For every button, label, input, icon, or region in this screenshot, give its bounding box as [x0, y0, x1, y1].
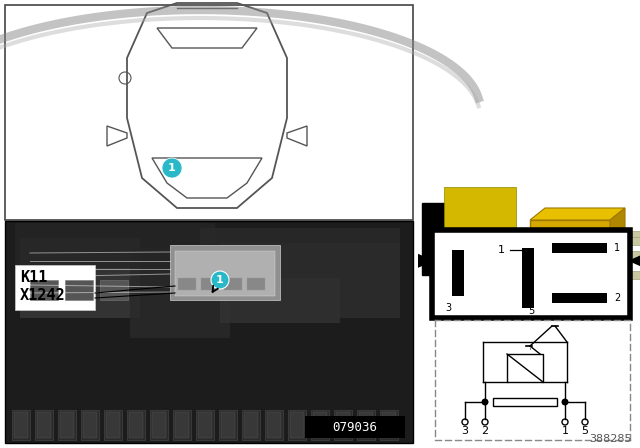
- Bar: [432, 230, 630, 318]
- Bar: [624, 231, 640, 239]
- Bar: [200, 228, 400, 278]
- Bar: [380, 410, 398, 440]
- Bar: [313, 412, 327, 438]
- Circle shape: [211, 271, 229, 289]
- Bar: [530, 220, 610, 290]
- Text: 2: 2: [614, 293, 620, 303]
- Bar: [5, 5, 413, 220]
- Bar: [81, 410, 99, 440]
- Bar: [305, 416, 405, 438]
- Bar: [444, 187, 516, 255]
- Bar: [37, 412, 51, 438]
- Text: 079036: 079036: [333, 421, 378, 434]
- Text: K11: K11: [20, 270, 47, 285]
- Bar: [624, 271, 640, 279]
- Bar: [198, 412, 212, 438]
- Text: 1: 1: [216, 275, 224, 285]
- Bar: [552, 243, 607, 253]
- Bar: [493, 398, 557, 406]
- Bar: [170, 245, 280, 300]
- Polygon shape: [418, 254, 434, 268]
- Bar: [12, 410, 30, 440]
- Bar: [219, 410, 237, 440]
- Bar: [290, 412, 304, 438]
- Bar: [58, 410, 76, 440]
- Bar: [522, 248, 534, 308]
- Text: 1: 1: [498, 245, 505, 255]
- Bar: [178, 278, 196, 290]
- Polygon shape: [628, 254, 640, 268]
- Bar: [357, 410, 375, 440]
- Bar: [220, 243, 340, 323]
- Text: 3: 3: [445, 303, 451, 313]
- Bar: [311, 410, 329, 440]
- Bar: [224, 278, 242, 290]
- Bar: [83, 412, 97, 438]
- Text: 1: 1: [168, 163, 176, 173]
- Text: 388285: 388285: [589, 434, 632, 444]
- Bar: [173, 410, 191, 440]
- Bar: [104, 410, 122, 440]
- Bar: [320, 243, 400, 318]
- Text: X1242: X1242: [20, 288, 66, 303]
- Bar: [422, 203, 494, 275]
- Bar: [5, 221, 413, 443]
- Bar: [175, 412, 189, 438]
- Text: 1: 1: [614, 243, 620, 253]
- Bar: [242, 410, 260, 440]
- Circle shape: [561, 399, 568, 405]
- Bar: [265, 410, 283, 440]
- Bar: [624, 237, 640, 245]
- Bar: [359, 412, 373, 438]
- Text: 5: 5: [582, 426, 589, 436]
- Bar: [129, 412, 143, 438]
- Bar: [552, 293, 607, 303]
- Bar: [60, 412, 74, 438]
- Bar: [507, 354, 543, 382]
- Bar: [624, 251, 640, 259]
- Bar: [452, 250, 464, 296]
- Circle shape: [481, 399, 488, 405]
- Text: 2: 2: [481, 426, 488, 436]
- Bar: [14, 412, 28, 438]
- Bar: [382, 412, 396, 438]
- Bar: [267, 412, 281, 438]
- Bar: [20, 238, 140, 318]
- Bar: [15, 223, 215, 268]
- Bar: [30, 280, 58, 300]
- Bar: [244, 412, 258, 438]
- Bar: [221, 412, 235, 438]
- Bar: [65, 280, 93, 300]
- Bar: [334, 410, 352, 440]
- Bar: [336, 412, 350, 438]
- Text: 1: 1: [561, 426, 568, 436]
- Bar: [127, 410, 145, 440]
- Bar: [247, 278, 265, 290]
- Bar: [152, 412, 166, 438]
- Bar: [15, 265, 95, 310]
- Bar: [150, 410, 168, 440]
- Text: 3: 3: [461, 426, 468, 436]
- Bar: [201, 278, 219, 290]
- Bar: [106, 412, 120, 438]
- Circle shape: [162, 158, 182, 178]
- Bar: [175, 251, 275, 296]
- Bar: [196, 410, 214, 440]
- Bar: [288, 410, 306, 440]
- Bar: [100, 280, 128, 300]
- Polygon shape: [610, 208, 625, 290]
- Text: 5: 5: [528, 306, 534, 316]
- Bar: [130, 248, 230, 338]
- Polygon shape: [530, 208, 625, 220]
- Bar: [35, 410, 53, 440]
